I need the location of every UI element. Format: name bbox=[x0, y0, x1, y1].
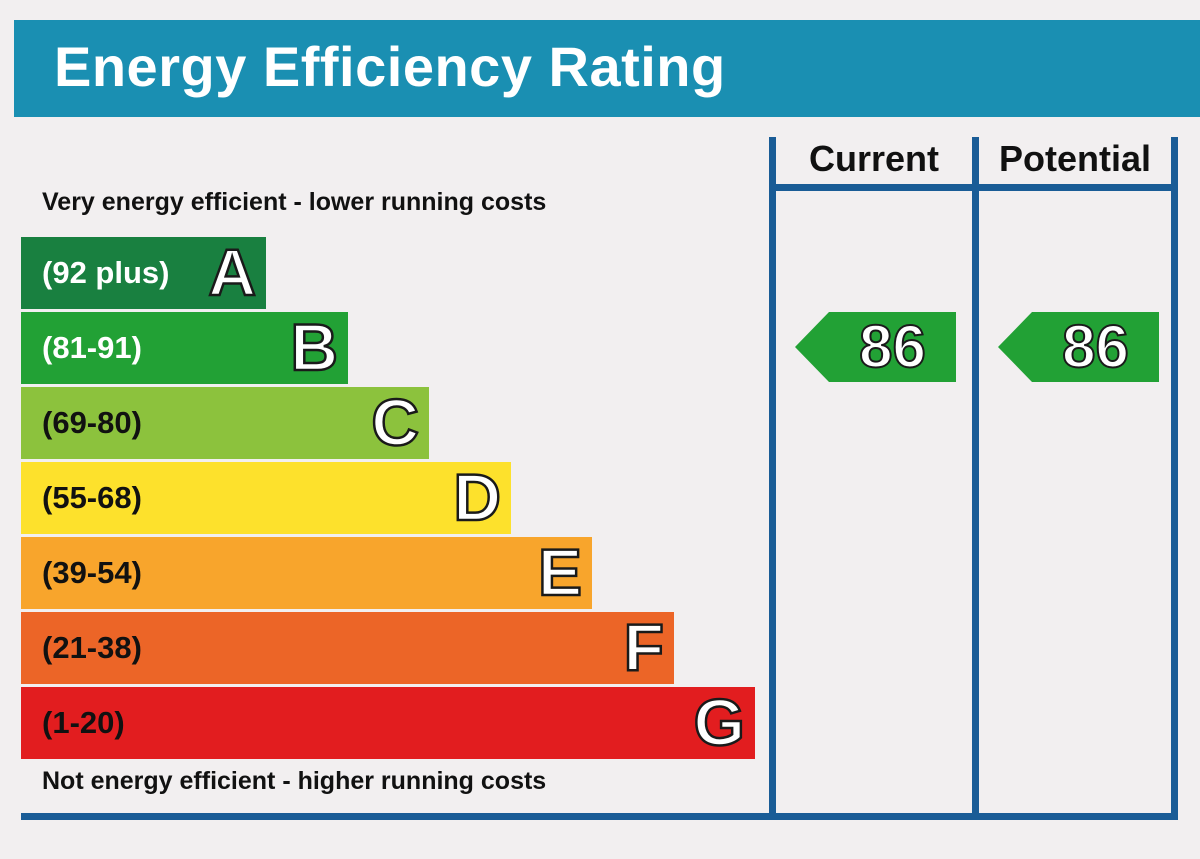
band-d-range: (55-68) bbox=[42, 480, 142, 515]
current-rating-pointer: 86 bbox=[795, 312, 956, 382]
potential-rating-pointer: 86 bbox=[998, 312, 1159, 382]
band-c: (69-80) C bbox=[21, 387, 429, 459]
band-c-letter: C bbox=[370, 385, 420, 459]
frame-line-middle bbox=[972, 137, 979, 819]
band-a: (92 plus) A bbox=[21, 237, 266, 309]
column-heading-current: Current bbox=[808, 138, 939, 179]
frame-line-header bbox=[769, 184, 1178, 191]
bottom-caption: Not energy efficient - higher running co… bbox=[42, 767, 547, 795]
band-b-range: (81-91) bbox=[42, 330, 142, 365]
band-f: (21-38) F bbox=[21, 612, 674, 684]
header-banner: Energy Efficiency Rating bbox=[14, 20, 1200, 117]
top-caption: Very energy efficient - lower running co… bbox=[42, 188, 547, 216]
frame-line-left bbox=[769, 137, 776, 819]
band-d-letter: D bbox=[452, 460, 502, 534]
band-g-range: (1-20) bbox=[42, 705, 125, 740]
band-b-letter: B bbox=[289, 310, 339, 384]
current-rating-value: 86 bbox=[858, 312, 927, 381]
band-a-range: (92 plus) bbox=[42, 255, 170, 290]
current-pointer-shape bbox=[795, 312, 956, 382]
band-c-range: (69-80) bbox=[42, 405, 142, 440]
column-heading-potential: Potential bbox=[998, 138, 1151, 179]
frame-line-bottom bbox=[21, 813, 1178, 820]
band-f-letter: F bbox=[622, 610, 665, 684]
page-title: Energy Efficiency Rating bbox=[54, 35, 726, 98]
band-g: (1-20) G bbox=[21, 687, 755, 759]
band-a-letter: A bbox=[207, 235, 257, 309]
band-e: (39-54) E bbox=[21, 537, 592, 609]
band-e-range: (39-54) bbox=[42, 555, 142, 590]
band-f-range: (21-38) bbox=[42, 630, 142, 665]
potential-pointer-shape bbox=[998, 312, 1159, 382]
band-g-letter: G bbox=[692, 685, 746, 759]
band-b: (81-91) B bbox=[21, 312, 348, 384]
band-e-letter: E bbox=[537, 535, 584, 609]
frame-line-right bbox=[1171, 137, 1178, 819]
band-d: (55-68) D bbox=[21, 462, 511, 534]
potential-rating-value: 86 bbox=[1061, 312, 1130, 381]
